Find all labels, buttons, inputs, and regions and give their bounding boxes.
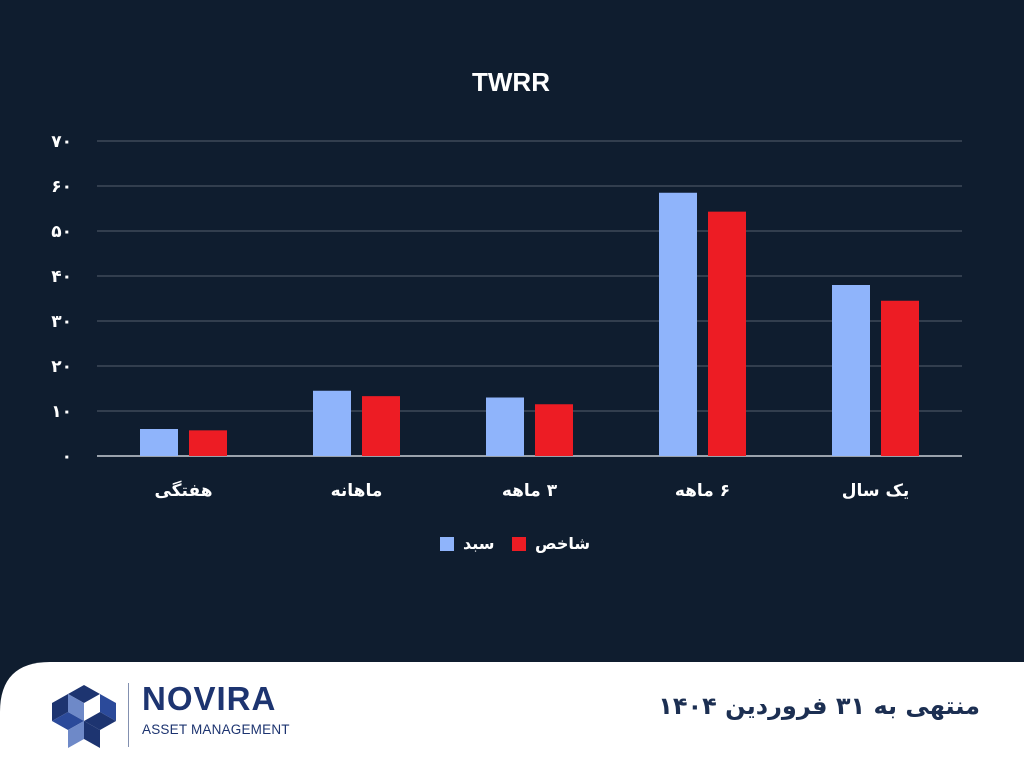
- bar-index: [535, 404, 573, 456]
- bar-portfolio: [832, 285, 870, 456]
- bar-portfolio: [313, 390, 351, 456]
- y-tick-label: ۷۰: [51, 132, 72, 152]
- bar-index: [881, 300, 919, 456]
- y-tick-label: ۰: [62, 447, 72, 467]
- bars: [140, 192, 919, 456]
- bar-index: [189, 430, 227, 456]
- x-tick-label: ۳ ماهه: [502, 481, 558, 501]
- y-tick-label: ۴۰: [51, 267, 72, 287]
- y-axis-labels: ۰ ۱۰ ۲۰ ۳۰ ۴۰ ۵۰ ۶۰ ۷۰: [51, 132, 72, 467]
- legend-swatch: [512, 537, 526, 551]
- brand-name: NOVIRA: [142, 680, 277, 717]
- bar-index: [708, 211, 746, 456]
- x-tick-label: یک سال: [842, 481, 910, 501]
- bar-portfolio: [140, 429, 178, 456]
- y-tick-label: ۳۰: [51, 312, 72, 332]
- chart-title: TWRR: [472, 67, 550, 97]
- grid-lines: [97, 140, 962, 457]
- x-tick-label: ماهانه: [331, 481, 383, 501]
- brand-subtitle: ASSET MANAGEMENT: [142, 722, 290, 737]
- bar-index: [362, 396, 400, 456]
- y-tick-label: ۱۰: [51, 402, 72, 422]
- date-caption: منتهی به ۳۱ فروردین ۱۴۰۴: [658, 692, 980, 720]
- x-tick-label: ۶ ماهه: [675, 481, 730, 501]
- legend-swatch: [440, 537, 454, 551]
- novira-logo-icon: [52, 685, 116, 748]
- legend: سبد شاخص: [440, 534, 590, 553]
- brand-divider: [128, 683, 129, 747]
- x-axis-labels: هفتگی ماهانه ۳ ماهه ۶ ماهه یک سال: [154, 480, 909, 501]
- bar-portfolio: [486, 397, 524, 456]
- x-tick-label: هفتگی: [154, 480, 212, 501]
- y-tick-label: ۵۰: [51, 222, 72, 242]
- legend-label: شاخص: [535, 534, 590, 553]
- legend-label: سبد: [463, 534, 495, 553]
- bar-portfolio: [659, 192, 697, 456]
- y-tick-label: ۶۰: [51, 177, 72, 197]
- y-tick-label: ۲۰: [51, 357, 72, 377]
